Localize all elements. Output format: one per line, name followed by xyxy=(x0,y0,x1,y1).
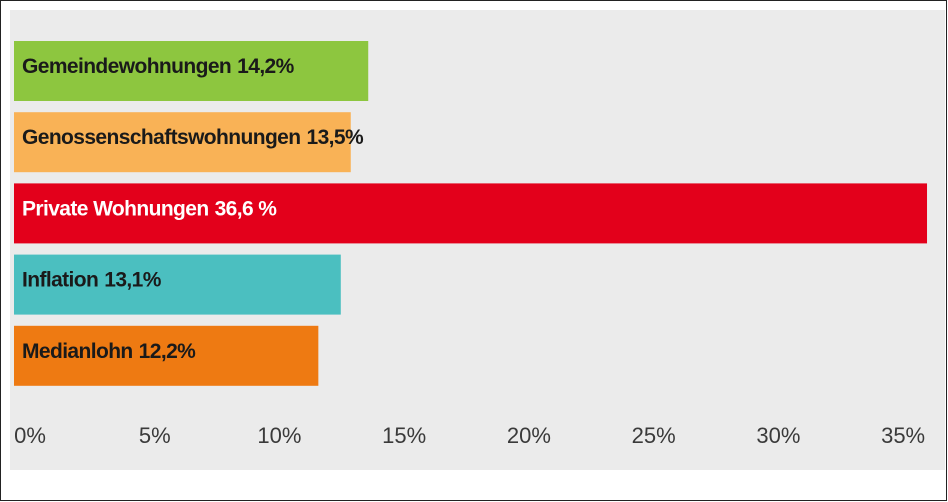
category-label: Private Wohnungen xyxy=(22,197,209,220)
bar-label: Medianlohn 12,2% xyxy=(22,339,196,362)
x-tick-label: 15% xyxy=(382,423,426,448)
x-tick-label: 25% xyxy=(632,423,676,448)
bar-label: Inflation 13,1% xyxy=(22,268,162,291)
x-tick-label: 30% xyxy=(756,423,800,448)
category-label: Medianlohn xyxy=(22,339,133,362)
category-label: Inflation xyxy=(22,268,98,291)
bar xyxy=(14,41,369,101)
value-label: 36,6 % xyxy=(215,197,278,220)
bar xyxy=(14,254,341,315)
x-tick-label: 5% xyxy=(139,423,171,448)
bar-label: Private Wohnungen 36,6 % xyxy=(22,197,277,220)
bar xyxy=(14,325,319,386)
x-tick-label: 35% xyxy=(881,423,925,448)
category-label: Gemeindewohnungen xyxy=(22,55,231,78)
bar-label: Genossenschaftswohnungen 13,5% xyxy=(22,126,364,149)
bar xyxy=(14,183,928,244)
bar-label: Gemeindewohnungen 14,2% xyxy=(22,55,295,78)
bar xyxy=(14,112,351,173)
x-tick-label: 20% xyxy=(507,423,551,448)
category-label: Genossenschaftswohnungen xyxy=(22,126,300,149)
value-label: 13,5% xyxy=(306,126,363,149)
value-label: 13,1% xyxy=(104,268,161,291)
value-label: 14,2% xyxy=(237,55,294,78)
x-tick-label: 10% xyxy=(257,423,301,448)
x-tick-label: 0% xyxy=(14,423,46,448)
value-label: 12,2% xyxy=(139,339,196,362)
